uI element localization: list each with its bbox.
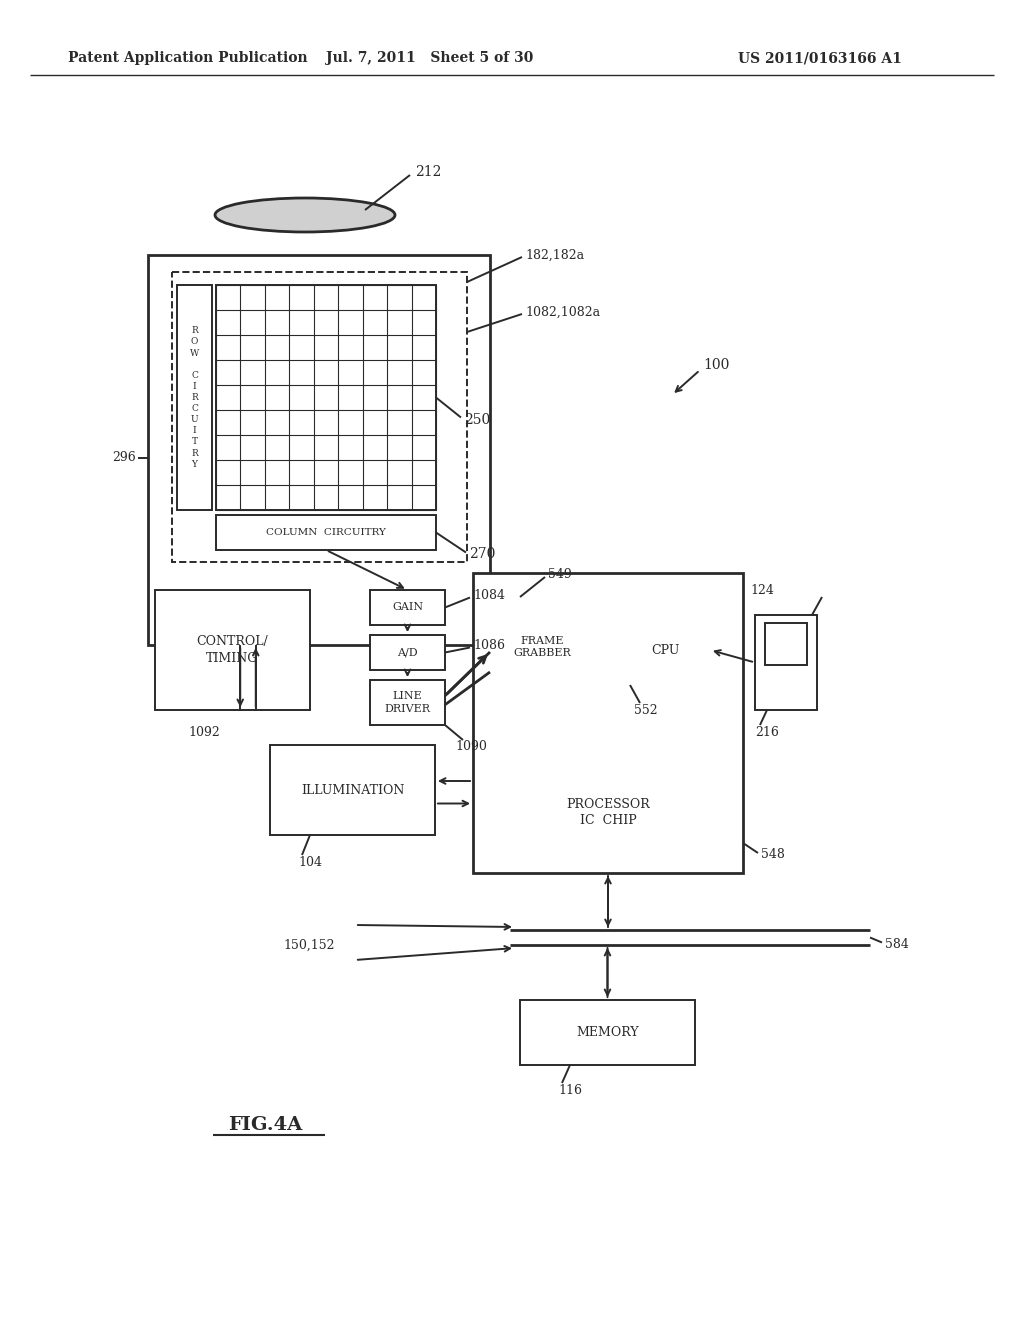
Text: 116: 116 (558, 1085, 582, 1097)
Text: LINE
DRIVER: LINE DRIVER (384, 692, 430, 714)
Bar (216, 285, 436, 510)
Text: 216: 216 (755, 726, 779, 738)
Text: FRAME
GRABBER: FRAME GRABBER (514, 636, 571, 659)
Bar (270, 744, 435, 836)
Text: 548: 548 (761, 849, 784, 862)
Text: 1084: 1084 (473, 589, 505, 602)
Text: R
O
W
 
C
I
R
C
U
I
T
R
Y: R O W C I R C U I T R Y (189, 326, 199, 469)
Text: GAIN: GAIN (392, 602, 423, 612)
Text: 250: 250 (464, 412, 490, 426)
Text: 1086: 1086 (473, 639, 505, 652)
Text: 1090: 1090 (455, 741, 486, 754)
Text: 104: 104 (298, 857, 322, 870)
Ellipse shape (215, 198, 395, 232)
Bar (177, 285, 212, 510)
Bar (216, 515, 436, 550)
Text: MEMORY: MEMORY (577, 1026, 639, 1039)
Text: 124: 124 (750, 583, 774, 597)
Text: 100: 100 (703, 358, 729, 372)
Text: FIG.4A: FIG.4A (228, 1115, 302, 1134)
Bar (620, 615, 710, 685)
Text: 296: 296 (113, 451, 136, 465)
Text: 1082,1082a: 1082,1082a (525, 305, 600, 318)
Text: 150,152: 150,152 (284, 939, 335, 952)
Bar (490, 597, 595, 697)
Bar (155, 590, 310, 710)
Text: 212: 212 (415, 165, 441, 180)
Bar (370, 680, 445, 725)
Text: 270: 270 (469, 548, 496, 561)
Bar (172, 272, 467, 562)
Text: US 2011/0163166 A1: US 2011/0163166 A1 (738, 51, 902, 65)
Text: 182,182a: 182,182a (525, 248, 584, 261)
Text: PROCESSOR
IC  CHIP: PROCESSOR IC CHIP (566, 799, 650, 828)
Text: 552: 552 (634, 704, 657, 717)
Text: CPU: CPU (651, 644, 679, 656)
Bar (520, 1001, 695, 1065)
Text: COLUMN  CIRCUITRY: COLUMN CIRCUITRY (266, 528, 386, 537)
Text: 584: 584 (885, 939, 909, 950)
Bar (148, 255, 490, 645)
Bar (370, 635, 445, 671)
Text: CONTROL/
TIMING: CONTROL/ TIMING (197, 635, 268, 664)
Text: 1092: 1092 (188, 726, 220, 738)
Text: A/D: A/D (397, 648, 418, 657)
Bar (473, 573, 743, 873)
Bar (765, 623, 807, 665)
Bar (755, 615, 817, 710)
Text: ILLUMINATION: ILLUMINATION (301, 784, 404, 796)
Text: Jul. 7, 2011   Sheet 5 of 30: Jul. 7, 2011 Sheet 5 of 30 (327, 51, 534, 65)
Bar (370, 590, 445, 624)
Text: Patent Application Publication: Patent Application Publication (68, 51, 307, 65)
Text: 549: 549 (548, 569, 571, 582)
